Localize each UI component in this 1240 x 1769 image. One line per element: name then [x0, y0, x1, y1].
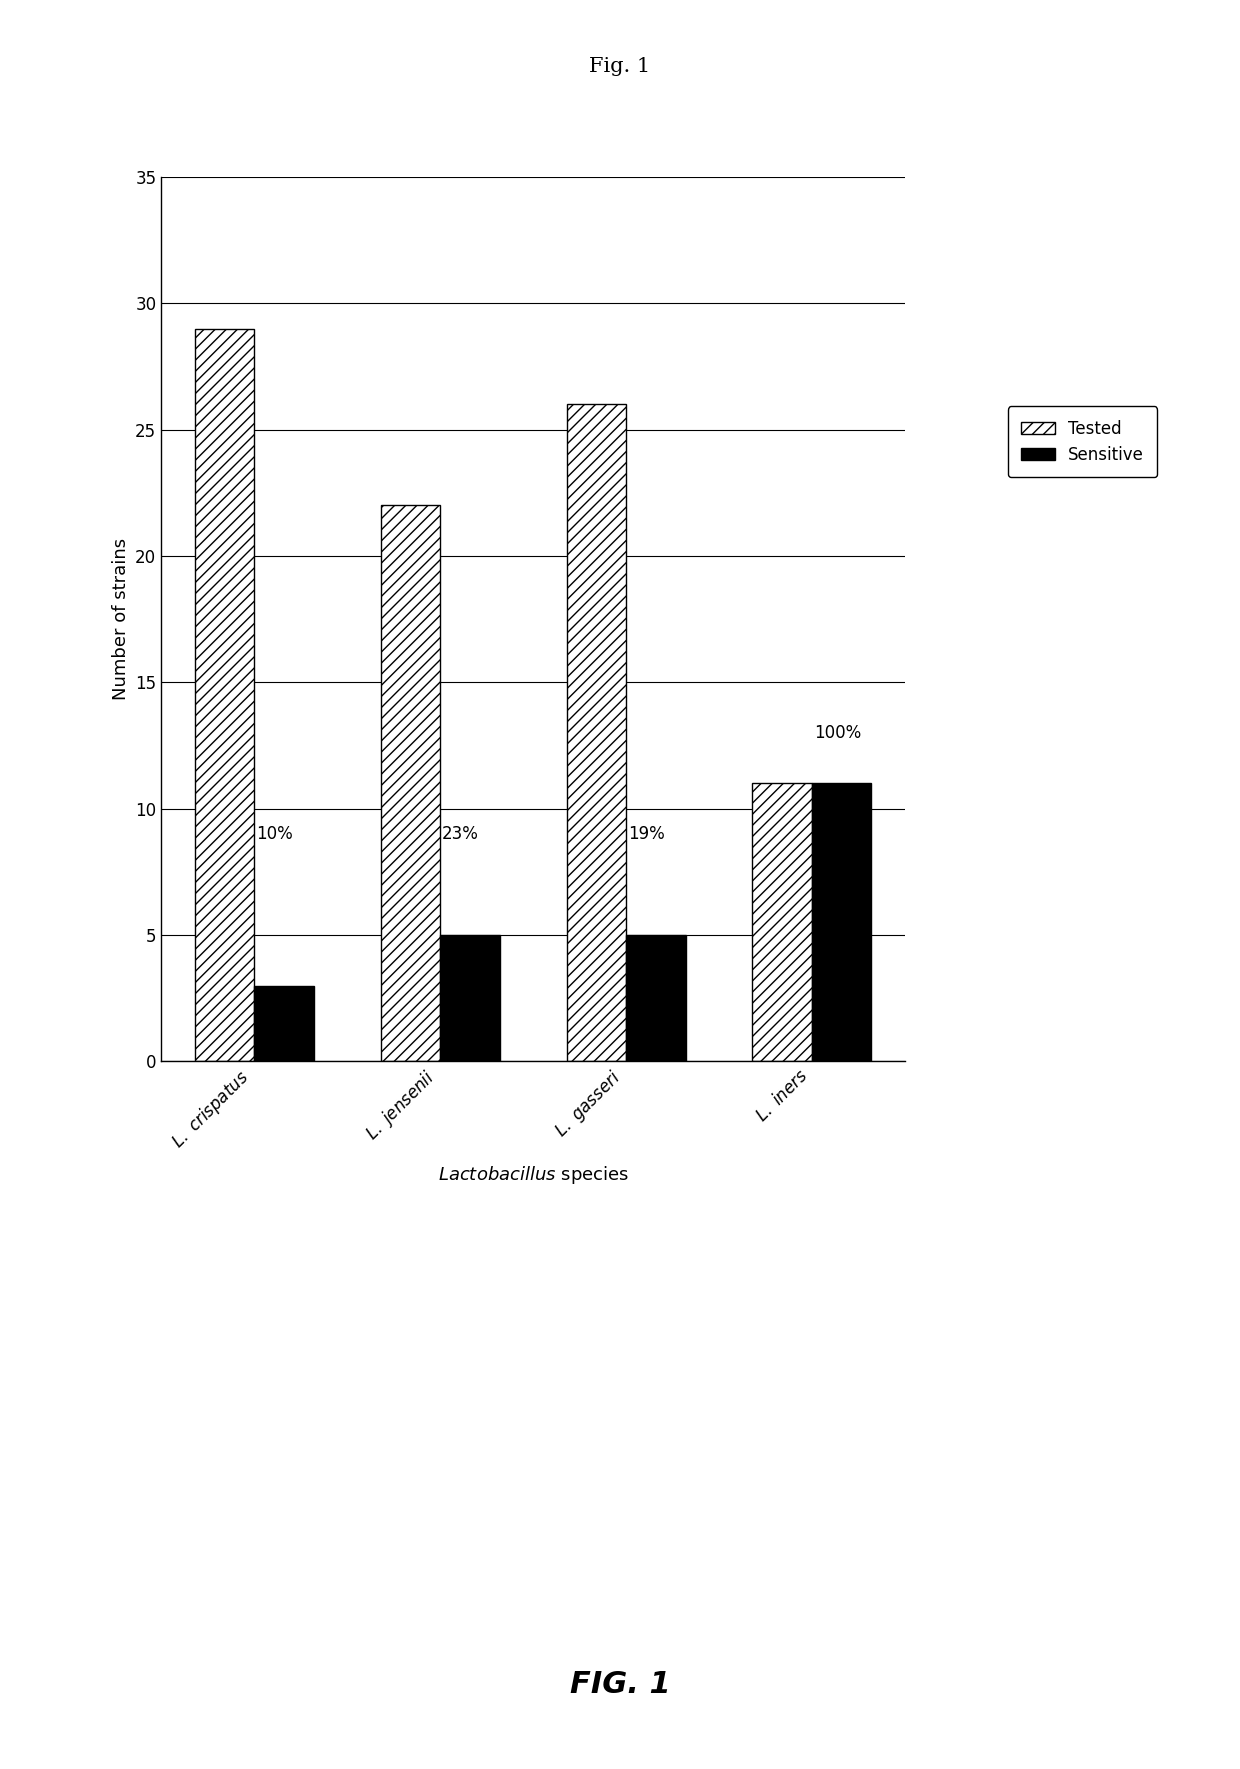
- Bar: [195, 329, 254, 1061]
- Bar: [812, 784, 872, 1061]
- Bar: [440, 936, 500, 1061]
- Legend: Tested, Sensitive: Tested, Sensitive: [1008, 407, 1157, 478]
- Text: 100%: 100%: [813, 724, 861, 741]
- Bar: [567, 405, 626, 1061]
- Text: 23%: 23%: [443, 824, 479, 844]
- Text: Fig. 1: Fig. 1: [589, 57, 651, 76]
- Text: 10%: 10%: [257, 824, 293, 844]
- Y-axis label: Number of strains: Number of strains: [112, 538, 130, 701]
- Bar: [626, 936, 686, 1061]
- Text: 19%: 19%: [627, 824, 665, 844]
- Bar: [381, 506, 440, 1061]
- X-axis label: $\mathit{Lactobacillus}$ species: $\mathit{Lactobacillus}$ species: [438, 1164, 629, 1185]
- Bar: [254, 985, 314, 1061]
- Text: FIG. 1: FIG. 1: [569, 1670, 671, 1698]
- Bar: [753, 784, 812, 1061]
